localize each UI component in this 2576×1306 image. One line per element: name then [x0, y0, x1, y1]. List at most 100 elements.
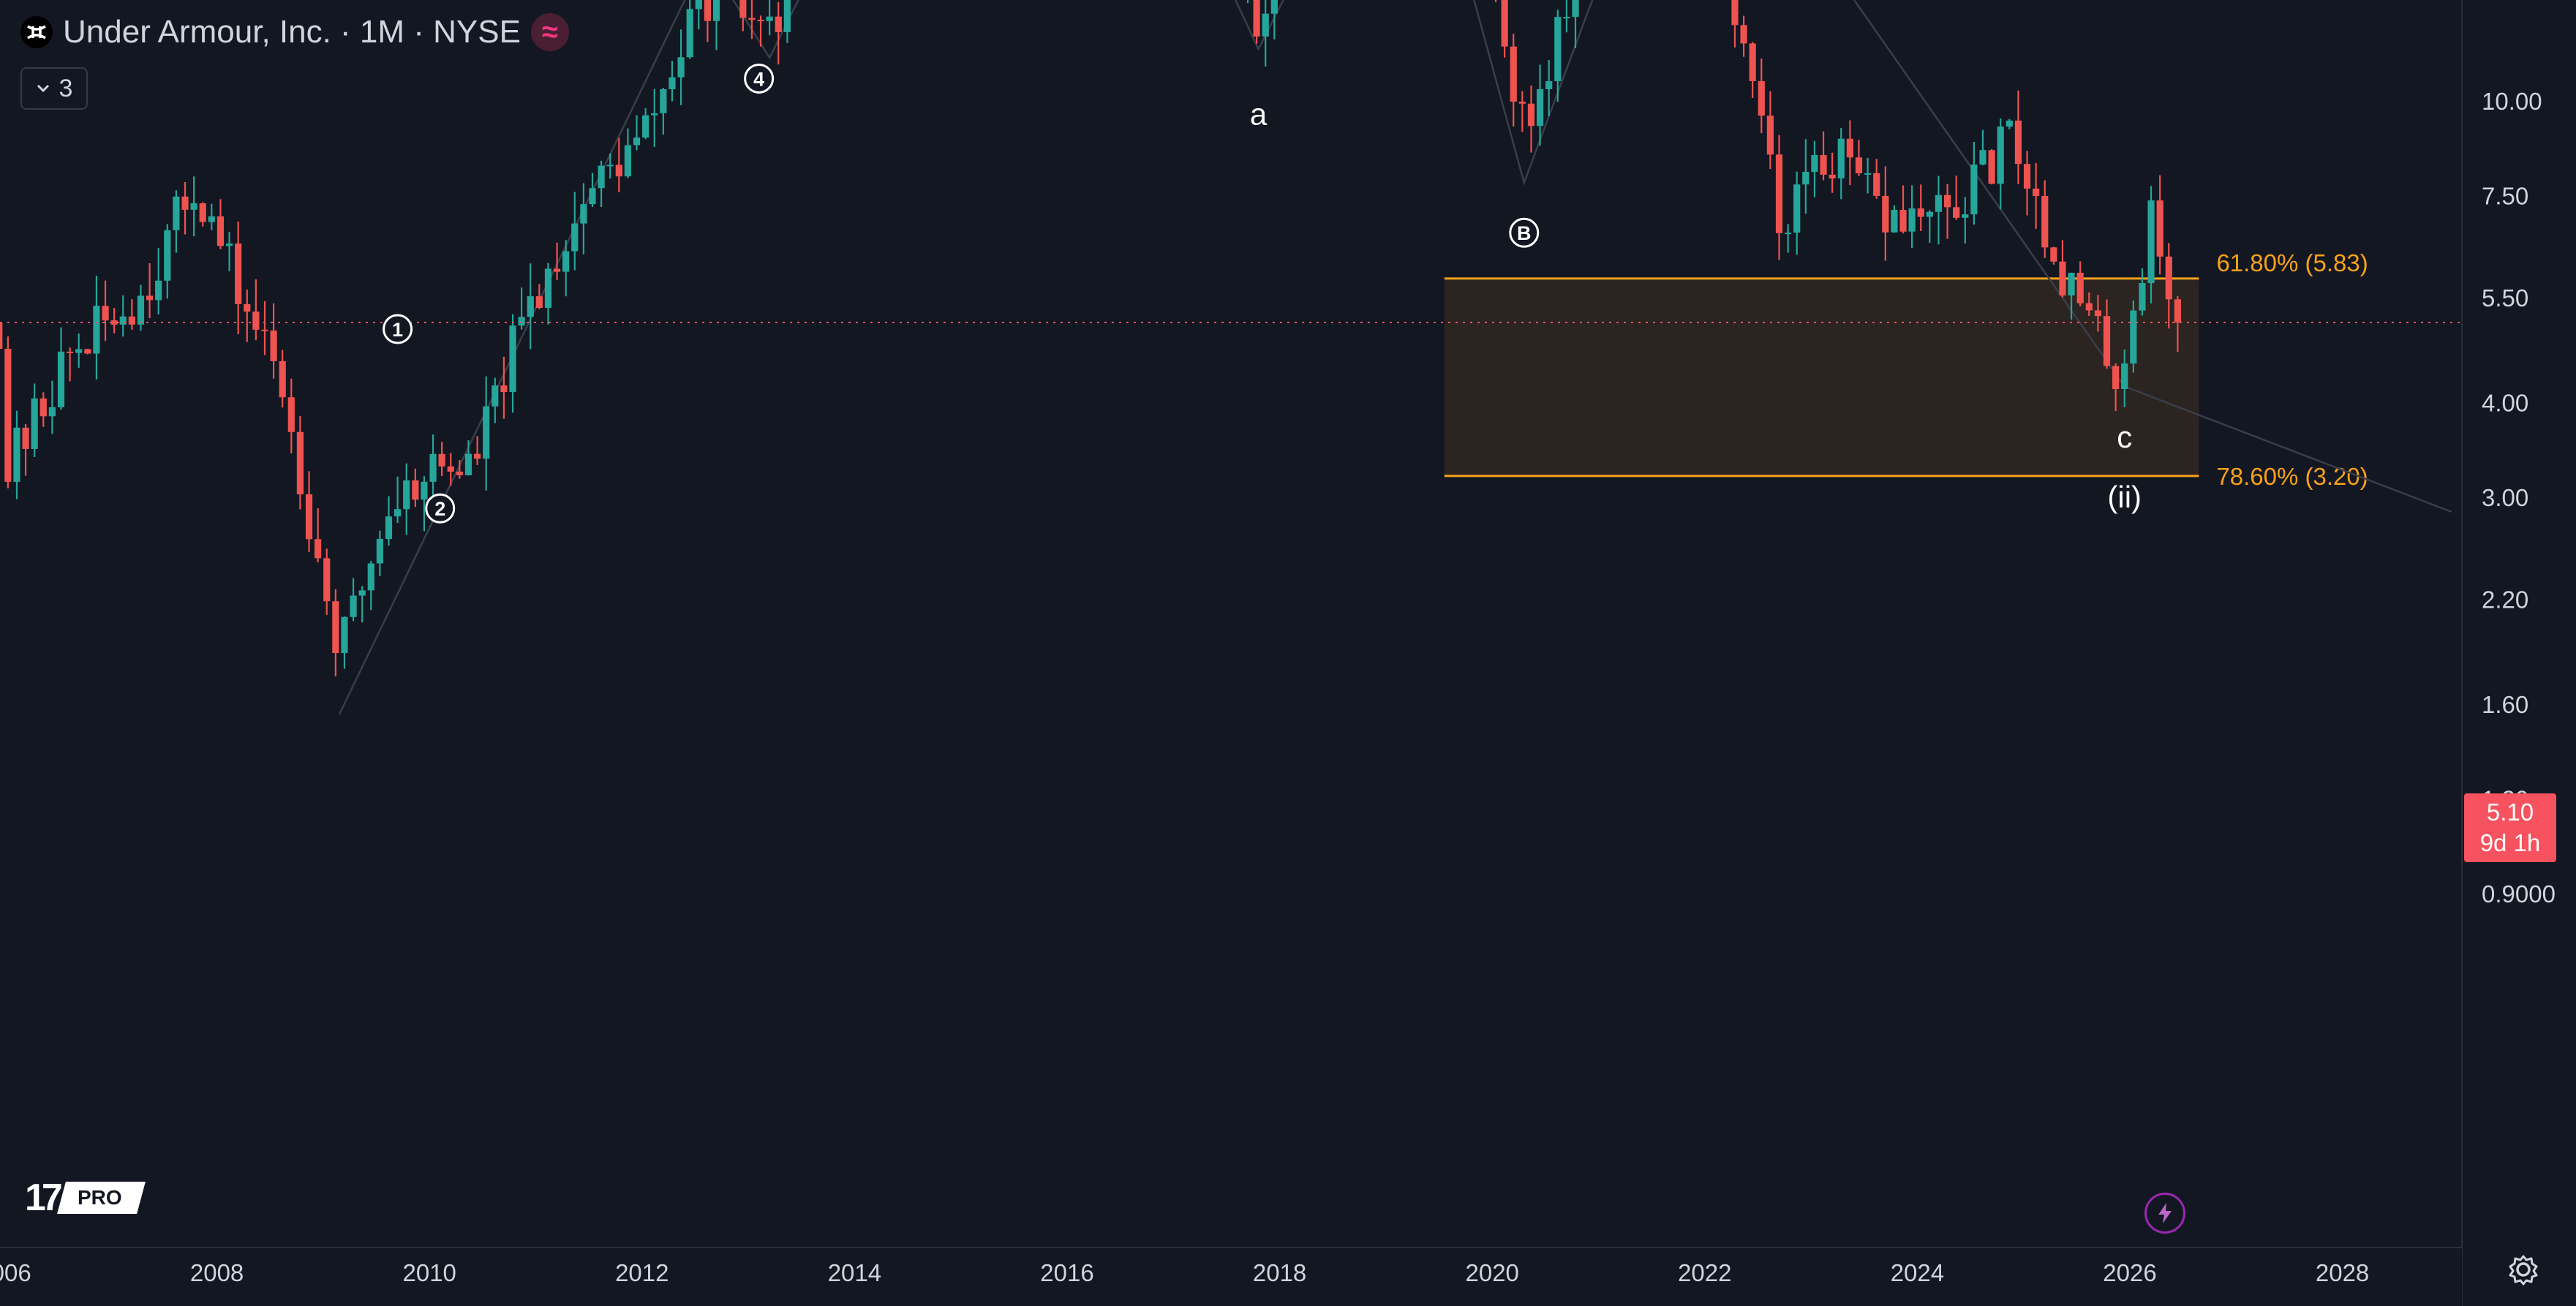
- candle-body: [146, 295, 154, 301]
- candle: [527, 263, 534, 350]
- candle-body: [2085, 303, 2093, 311]
- candle-body: [1864, 173, 1872, 175]
- candle: [2147, 186, 2155, 303]
- candle-body: [518, 317, 525, 326]
- candle-body: [208, 216, 215, 222]
- candle-body: [1740, 25, 1747, 44]
- candle-body: [2059, 261, 2066, 296]
- candle-body: [1935, 195, 1943, 212]
- candle-body: [500, 385, 508, 393]
- candle: [376, 530, 383, 576]
- candle: [562, 240, 570, 297]
- candle-body: [39, 398, 47, 417]
- fib-retracement[interactable]: 61.80% (5.83) 78.60% (3.20): [1444, 249, 2368, 490]
- candle-body: [2174, 299, 2181, 323]
- candle-body: [2023, 164, 2031, 189]
- indicators-toggle-button[interactable]: 3: [20, 67, 88, 110]
- candle-body: [358, 590, 366, 596]
- wave-path-line[interactable]: [338, 0, 2125, 715]
- candle: [456, 460, 463, 479]
- circled-wave-label[interactable]: B: [1509, 217, 1540, 248]
- candle: [155, 248, 162, 314]
- candle-body: [535, 296, 543, 308]
- candle: [2094, 295, 2102, 332]
- candle: [615, 137, 622, 192]
- candle: [483, 376, 490, 491]
- wave-label-text: 2: [434, 498, 445, 520]
- circled-wave-label[interactable]: 4: [744, 63, 775, 94]
- candle-body: [181, 196, 189, 210]
- candle: [1527, 86, 1535, 153]
- wave-label[interactable]: c: [2117, 420, 2132, 454]
- candle: [48, 380, 56, 434]
- candle: [102, 280, 109, 341]
- candle: [589, 173, 596, 208]
- candle: [606, 153, 614, 179]
- time-tick-label: 2014: [828, 1259, 881, 1286]
- circled-wave-label[interactable]: 1: [383, 314, 413, 344]
- candle-body: [67, 351, 74, 353]
- wave-projection-line[interactable]: [2124, 385, 2452, 513]
- candle: [296, 415, 304, 510]
- candle: [412, 468, 419, 507]
- candle: [1785, 224, 1792, 253]
- wave-label[interactable]: a: [1250, 97, 1268, 131]
- bar-countdown: 9d 1h: [2479, 829, 2541, 856]
- elliott-wave-lines[interactable]: [338, 0, 2452, 715]
- fib-level-label: 61.80% (5.83): [2216, 249, 2368, 276]
- candle: [598, 160, 605, 207]
- candle-body: [589, 188, 596, 205]
- candle: [394, 476, 402, 524]
- candle: [1554, 10, 1562, 102]
- time-axis[interactable]: 2006 2008 2010 2012 2014 2016 2018 2020 2022 2024…: [0, 1247, 2462, 1306]
- candle-body: [2103, 316, 2111, 366]
- candle: [199, 202, 206, 227]
- candle: [252, 279, 260, 341]
- candle: [225, 232, 233, 271]
- candle: [13, 410, 20, 499]
- candle-body: [438, 453, 445, 467]
- symbol-title[interactable]: Under Armour, Inc. · 1M · NYSE: [63, 14, 521, 50]
- candle-body: [315, 539, 322, 559]
- gear-icon[interactable]: [2506, 1252, 2541, 1287]
- candle: [712, 0, 720, 50]
- candle-body: [1943, 195, 1951, 208]
- candle: [2023, 151, 2031, 216]
- candle: [1811, 140, 1818, 197]
- candle: [1820, 131, 1827, 181]
- candle-body: [1536, 88, 1544, 127]
- candle-body: [235, 244, 242, 304]
- candle-body: [376, 538, 383, 564]
- candle: [93, 276, 100, 380]
- candle: [67, 347, 74, 382]
- candle-body: [1953, 207, 1960, 218]
- candle-body: [633, 137, 641, 146]
- candle-body: [642, 115, 649, 138]
- candle: [704, 0, 712, 42]
- wave-label[interactable]: (ii): [2107, 480, 2142, 514]
- candle: [164, 224, 171, 299]
- candle: [0, 322, 3, 350]
- candle: [2139, 268, 2146, 316]
- candle-body: [624, 145, 632, 177]
- candle: [447, 453, 454, 486]
- candle-body: [244, 303, 251, 312]
- wave-labels[interactable]: (i)(ii)abc12345ABC: [383, 0, 2142, 524]
- lightning-icon[interactable]: [2144, 1193, 2185, 1234]
- candle-body: [748, 18, 756, 20]
- candle: [438, 442, 445, 477]
- candle: [1882, 166, 1889, 261]
- circled-wave-label[interactable]: 2: [425, 493, 456, 524]
- candle: [1988, 149, 1995, 185]
- candle: [341, 616, 348, 669]
- candle-body: [464, 453, 472, 475]
- tradingview-logo[interactable]: 17 PRO: [25, 1176, 146, 1220]
- candle: [1758, 58, 1765, 134]
- candle-body: [287, 397, 295, 432]
- approx-wave-icon[interactable]: ≈: [530, 13, 569, 51]
- wave-label-text: B: [1517, 222, 1532, 244]
- candle: [1253, 0, 1260, 44]
